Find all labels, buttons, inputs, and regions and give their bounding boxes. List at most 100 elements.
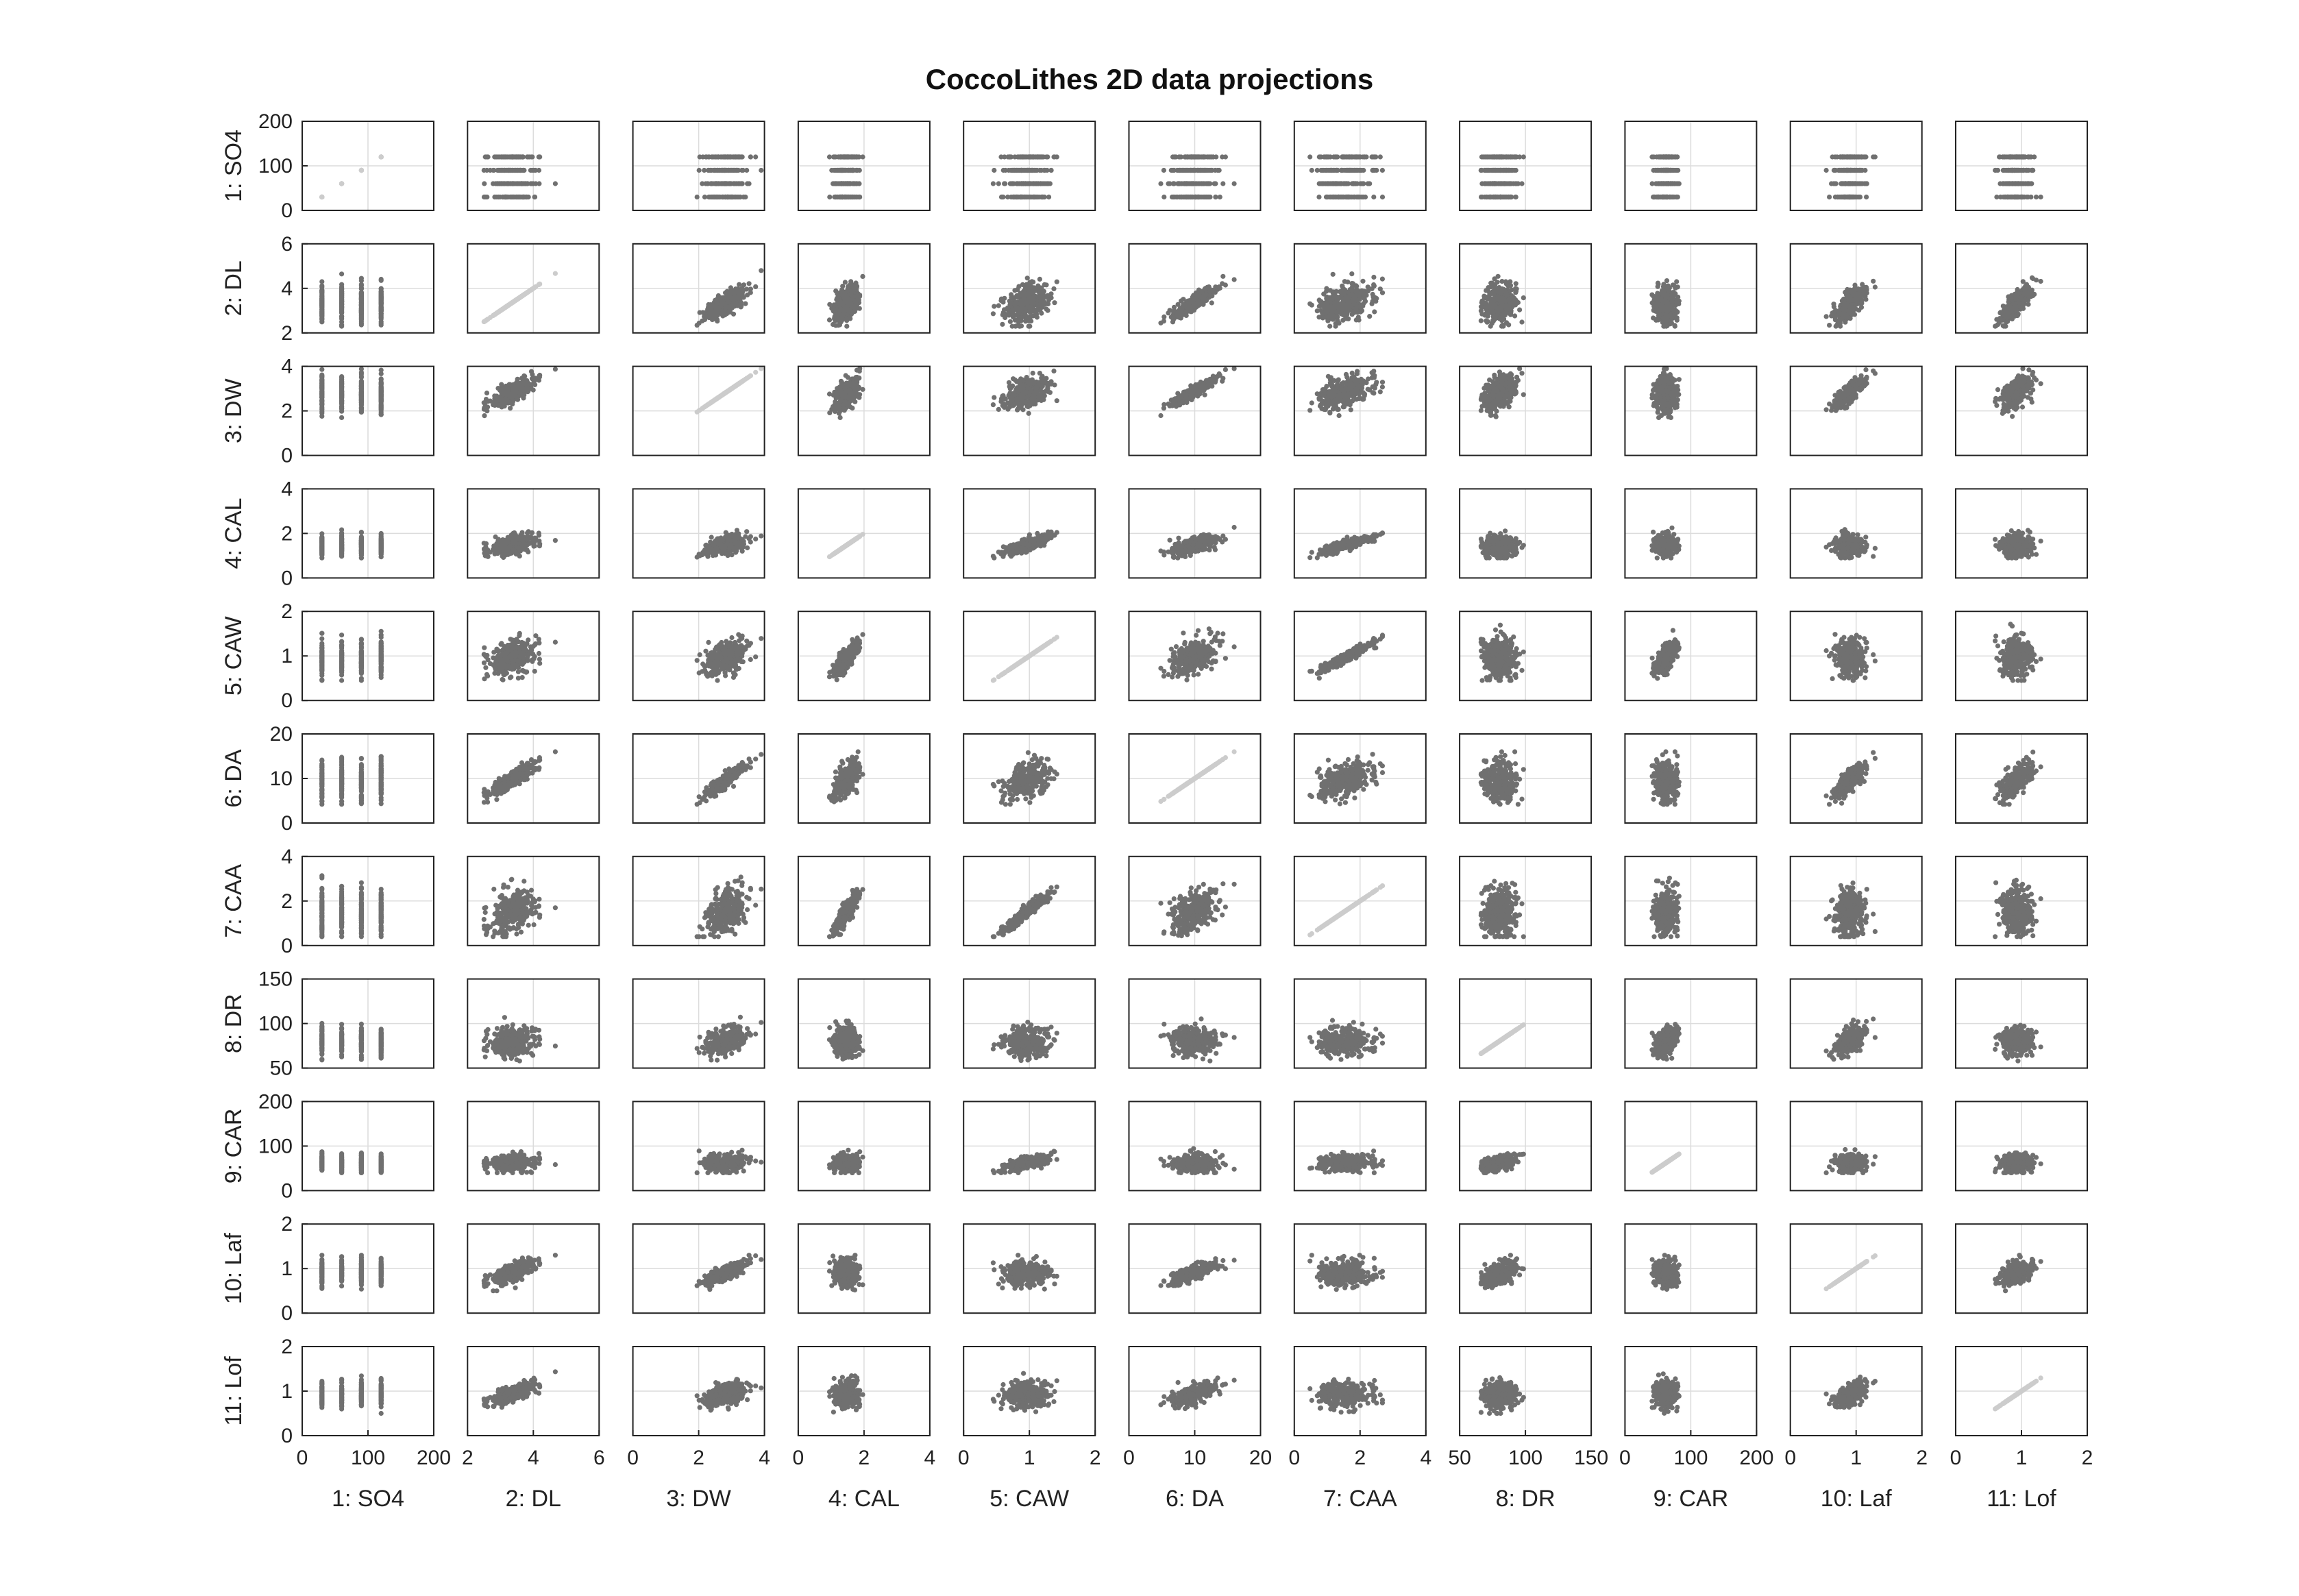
scatter-point (1845, 181, 1850, 186)
scatter-point (1361, 181, 1366, 186)
scatter-point (1997, 154, 2002, 159)
scatter-point (711, 195, 716, 199)
scatter-point (2002, 154, 2006, 159)
scatter-point (759, 268, 763, 273)
scatter-point (715, 181, 720, 186)
scatter-point (1837, 195, 1842, 199)
scatter-point (836, 317, 841, 321)
scatter-point (841, 295, 846, 299)
scatter-point (482, 181, 487, 186)
scatter-point (850, 154, 855, 159)
scatter-point (1010, 168, 1015, 173)
scatter-point (1367, 181, 1372, 186)
scatter-point (1002, 181, 1007, 186)
scatter-point (1002, 154, 1007, 159)
scatter-point (855, 298, 859, 303)
scatter-point (1207, 181, 1212, 186)
scatter-point (1371, 195, 1376, 199)
scatter-point (537, 154, 542, 159)
scatter-point (495, 154, 500, 159)
scatter-point (736, 195, 741, 199)
scatter-point (532, 195, 537, 199)
scatter-point (1316, 195, 1321, 199)
scatter-point (834, 181, 839, 186)
scatter-point (855, 154, 859, 159)
scatter-point (2030, 168, 2035, 173)
scatter-point (519, 181, 524, 186)
scatter-point (1335, 168, 1340, 173)
scatter-point (728, 154, 733, 159)
scatter-point (1201, 195, 1205, 199)
scatter-point (832, 302, 837, 307)
diagonal-point (379, 154, 384, 159)
scatter-point (359, 323, 364, 328)
scatter-point (1378, 154, 1383, 159)
scatter-point (841, 195, 846, 199)
scatter-point (1331, 181, 1336, 186)
scatter-point (1656, 154, 1661, 159)
scatter-point (1041, 195, 1046, 199)
scatter-point (1864, 195, 1869, 199)
scatter-point (850, 195, 855, 199)
scatter-point (1486, 181, 1490, 186)
scatter-point (720, 195, 725, 199)
scatter-point (697, 321, 702, 326)
scatter-point (2019, 181, 2024, 186)
scatter-point (1361, 168, 1366, 173)
scatter-point (860, 154, 865, 159)
scatter-point (855, 285, 859, 290)
scatter-point (1834, 181, 1839, 186)
scatter-point (1014, 195, 1019, 199)
scatter-point (729, 195, 734, 199)
scatter-point (1832, 168, 1836, 173)
scatter-point (706, 314, 711, 319)
scatter-point (841, 154, 846, 159)
scatter-point (991, 181, 996, 186)
scatter-point (2021, 168, 2026, 173)
scatter-point (839, 288, 844, 293)
scatter-point (1355, 168, 1360, 173)
scatter-point (1514, 168, 1519, 173)
scatter-point (728, 304, 733, 308)
scatter-point (838, 302, 843, 307)
scatter-point (1845, 168, 1849, 173)
scatter-point (527, 154, 532, 159)
scatter-point (2013, 195, 2017, 199)
scatter-point (992, 168, 996, 173)
scatter-point (1009, 195, 1013, 199)
scatter-point (1829, 181, 1834, 186)
scatter-point (319, 296, 324, 301)
scatter-point (1665, 168, 1670, 173)
scatter-point (715, 301, 720, 306)
scatter-point (1854, 168, 1859, 173)
scatter-point (759, 168, 763, 173)
scatter-point (737, 282, 741, 287)
scatter-point (500, 181, 504, 186)
scatter-point (748, 154, 753, 159)
diagonal-point (516, 296, 521, 301)
scatter-point (1665, 181, 1670, 186)
scatter-point (1503, 154, 1508, 159)
scatter-point (1045, 181, 1050, 186)
scatter-point (743, 195, 748, 199)
scatter-point (836, 154, 841, 159)
scatter-point (1015, 168, 1020, 173)
scatter-point (1852, 154, 1856, 159)
scatter-point (2013, 154, 2018, 159)
scatter-point (1223, 154, 1228, 159)
diagonal-point (553, 271, 558, 276)
scatter-point (2005, 195, 2010, 199)
scatter-point (1032, 195, 1037, 199)
scatter-point (482, 168, 487, 173)
scatter-point (1039, 168, 1044, 173)
diagonal-point (482, 319, 487, 324)
scatter-point (1046, 195, 1051, 199)
scatter-point (339, 314, 344, 319)
scatter-point (1486, 195, 1490, 199)
scatter-point (741, 282, 746, 287)
scatter-point (2015, 168, 2020, 173)
diagonal-point (503, 305, 508, 310)
scatter-point (848, 307, 852, 312)
diagonal-point (521, 293, 526, 297)
scatter-point (739, 291, 744, 296)
